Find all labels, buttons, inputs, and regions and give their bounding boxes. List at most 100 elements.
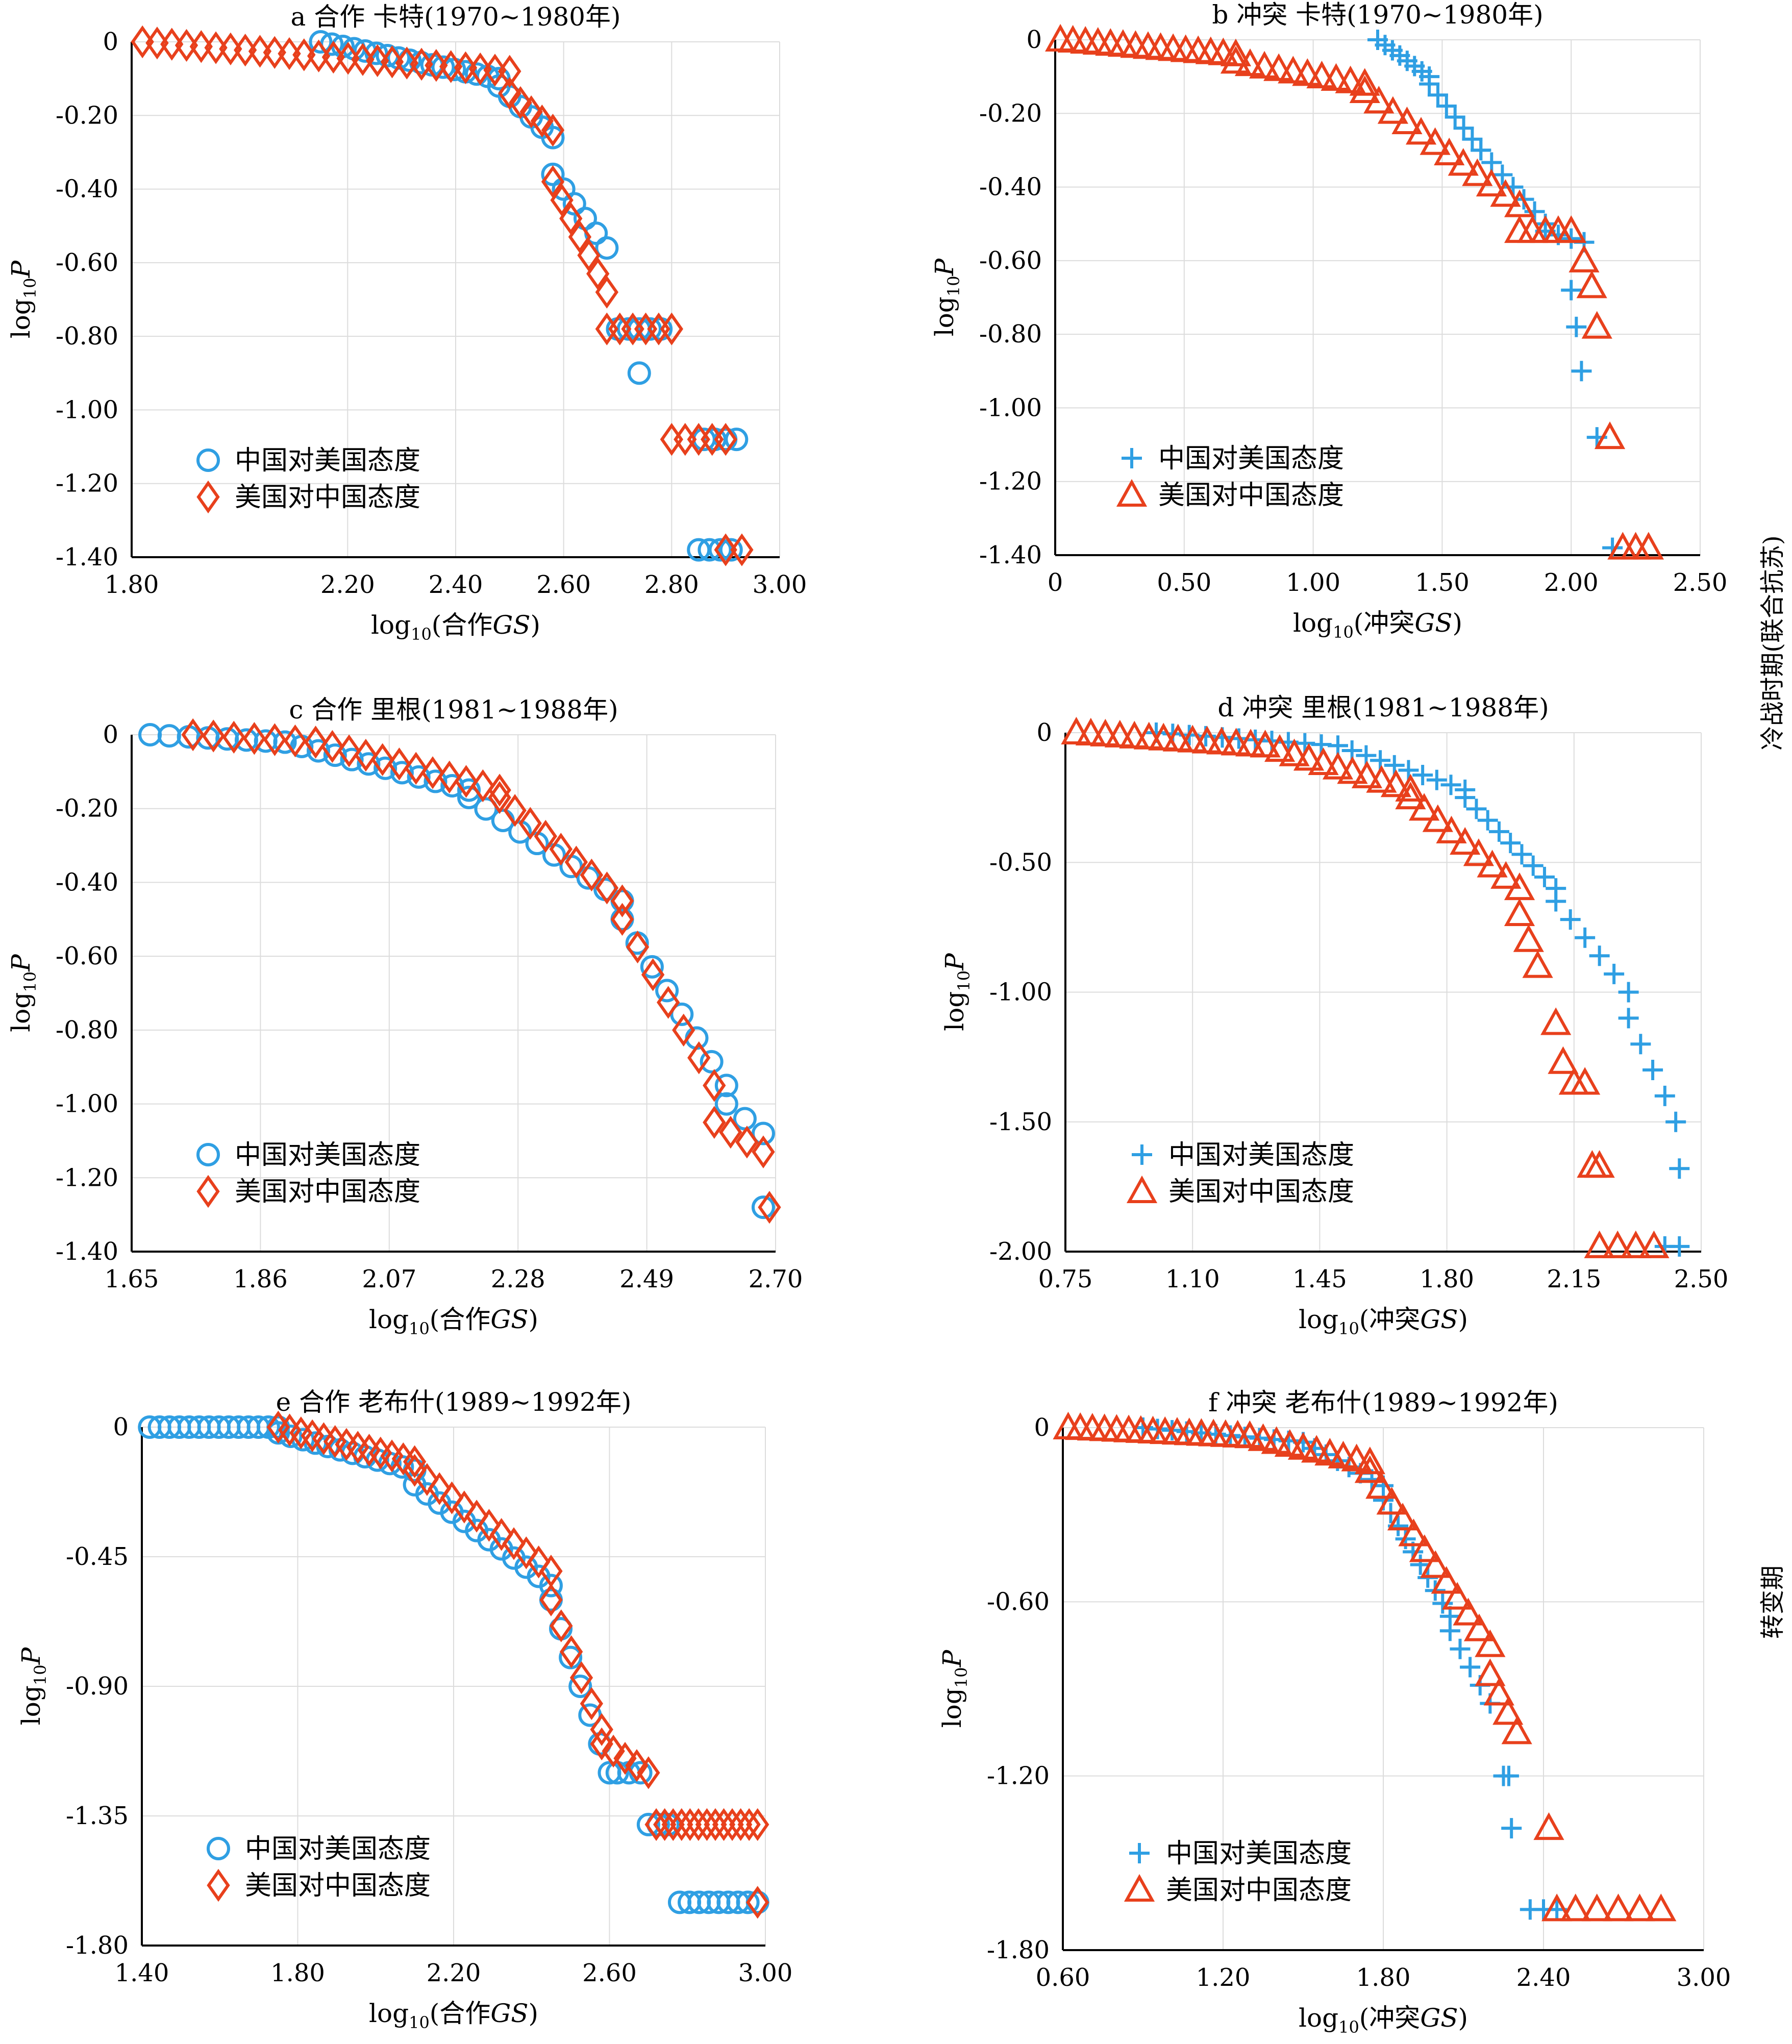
- x-axis-label-part: 10: [1338, 1319, 1359, 1338]
- data-point: [1314, 1438, 1346, 1466]
- y-tick-label: 0: [1036, 718, 1052, 747]
- data-point: [1398, 1518, 1429, 1547]
- data-point: [160, 28, 184, 61]
- data-point: [357, 752, 381, 776]
- data-point: [730, 533, 754, 566]
- data-point: [1045, 23, 1076, 52]
- x-axis-label-part: GS: [1420, 1305, 1458, 1334]
- data-point: [465, 1500, 488, 1533]
- data-point: [454, 765, 478, 798]
- data-point: [751, 1121, 775, 1145]
- data-point: [410, 47, 433, 81]
- series-us: [1045, 23, 1664, 560]
- data-point: [1534, 866, 1555, 887]
- y-axis-label: log10P: [6, 954, 40, 1032]
- legend-marker: [1124, 1874, 1155, 1902]
- data-point: [1471, 140, 1491, 161]
- chart-title: f 冲突 老布什(1989~1992年): [1208, 1388, 1558, 1417]
- data-point: [323, 743, 347, 767]
- data-point: [337, 734, 361, 767]
- y-tick-label: -0.20: [979, 99, 1042, 128]
- data-point: [439, 50, 463, 83]
- y-tick-label: -0.45: [66, 1542, 129, 1571]
- data-point: [1191, 726, 1223, 754]
- data-point: [1570, 1067, 1601, 1095]
- data-point: [626, 930, 650, 964]
- data-point: [595, 236, 619, 260]
- data-point: [407, 765, 431, 789]
- data-point: [502, 1527, 526, 1560]
- x-axis-label-part: (合作: [430, 1999, 491, 2028]
- chart-panel-d: 0.75 1.10 1.45 1.80 2.15 2.50 0 -0.50 -1.00 -1.50…: [940, 693, 1728, 1338]
- data-point: [1453, 118, 1474, 139]
- data-point: [714, 422, 737, 456]
- data-point: [1504, 898, 1535, 926]
- data-point: [1477, 850, 1508, 878]
- data-point: [640, 955, 664, 979]
- chart-panel-b: 0 0.50 1.00 1.50 2.00 2.50 0 -0.20 -0.40 -0.60 -0.…: [930, 0, 1727, 642]
- data-point: [580, 858, 604, 892]
- data-point: [1492, 164, 1513, 185]
- data-point: [1234, 48, 1266, 77]
- data-point: [1630, 1034, 1651, 1055]
- y-tick-label: -0.60: [56, 248, 118, 277]
- data-point: [700, 1050, 724, 1074]
- data-point: [550, 184, 574, 217]
- data-point: [539, 1574, 563, 1598]
- y-axis-label-part: log: [930, 296, 959, 336]
- y-axis-label-part: 10: [20, 278, 40, 298]
- data-point: [1453, 1598, 1484, 1626]
- data-point: [519, 95, 543, 129]
- x-axis-label-part: log: [371, 610, 411, 640]
- x-tick-label: 2.15: [1547, 1265, 1601, 1293]
- y-tick-label: -1.20: [979, 467, 1042, 496]
- data-point: [404, 752, 428, 785]
- data-point: [490, 1518, 513, 1551]
- data-point: [1365, 1471, 1397, 1499]
- y-axis-label-part: 10: [944, 276, 963, 296]
- legend-marker: [196, 1175, 220, 1208]
- y-tick-label: 0: [113, 1413, 129, 1441]
- data-point: [1422, 804, 1453, 832]
- data-point: [670, 1808, 693, 1841]
- data-point: [307, 39, 331, 72]
- y-axis-label: log10P: [940, 953, 974, 1031]
- x-tick-label: 1.80: [1420, 1265, 1474, 1293]
- y-tick-label: -0.60: [56, 942, 118, 970]
- data-point: [1498, 1765, 1519, 1786]
- data-point: [610, 903, 634, 936]
- data-point: [278, 37, 301, 70]
- y-tick-label: -1.50: [989, 1108, 1052, 1136]
- y-tick-label: -1.00: [56, 395, 118, 424]
- x-tick-label: 2.50: [1673, 568, 1728, 597]
- x-axis-label-part: GS: [492, 610, 530, 640]
- data-point: [1301, 1435, 1332, 1463]
- data-point: [704, 1808, 727, 1841]
- data-point: [440, 1481, 464, 1514]
- data-point: [613, 1741, 637, 1775]
- y-tick-label: -1.20: [56, 1163, 118, 1192]
- data-point: [1450, 827, 1481, 855]
- data-point: [1206, 727, 1237, 755]
- chart-title: d 冲突 里根(1981~1988年): [1217, 693, 1549, 722]
- data-point: [1576, 270, 1607, 298]
- data-point: [1234, 1420, 1265, 1449]
- data-point: [1439, 1621, 1460, 1641]
- data-point: [390, 761, 414, 785]
- x-tick-label: 1.45: [1292, 1265, 1347, 1293]
- data-point: [1501, 1818, 1522, 1839]
- legend-label: 美国对中国态度: [1166, 1875, 1352, 1906]
- data-point: [364, 41, 388, 65]
- y-axis-label-part: 10: [31, 1664, 50, 1685]
- x-tick-label: 2.50: [1674, 1265, 1729, 1293]
- legend-marker: [1129, 1843, 1150, 1863]
- data-point: [1669, 1236, 1690, 1257]
- data-point: [157, 724, 181, 748]
- x-axis-label-part: log: [369, 1999, 409, 2028]
- data-point: [720, 1808, 744, 1841]
- data-point: [457, 786, 481, 810]
- data-point: [380, 45, 404, 79]
- data-point: [1548, 1046, 1579, 1074]
- data-point: [1419, 73, 1440, 94]
- data-point: [1475, 1658, 1506, 1686]
